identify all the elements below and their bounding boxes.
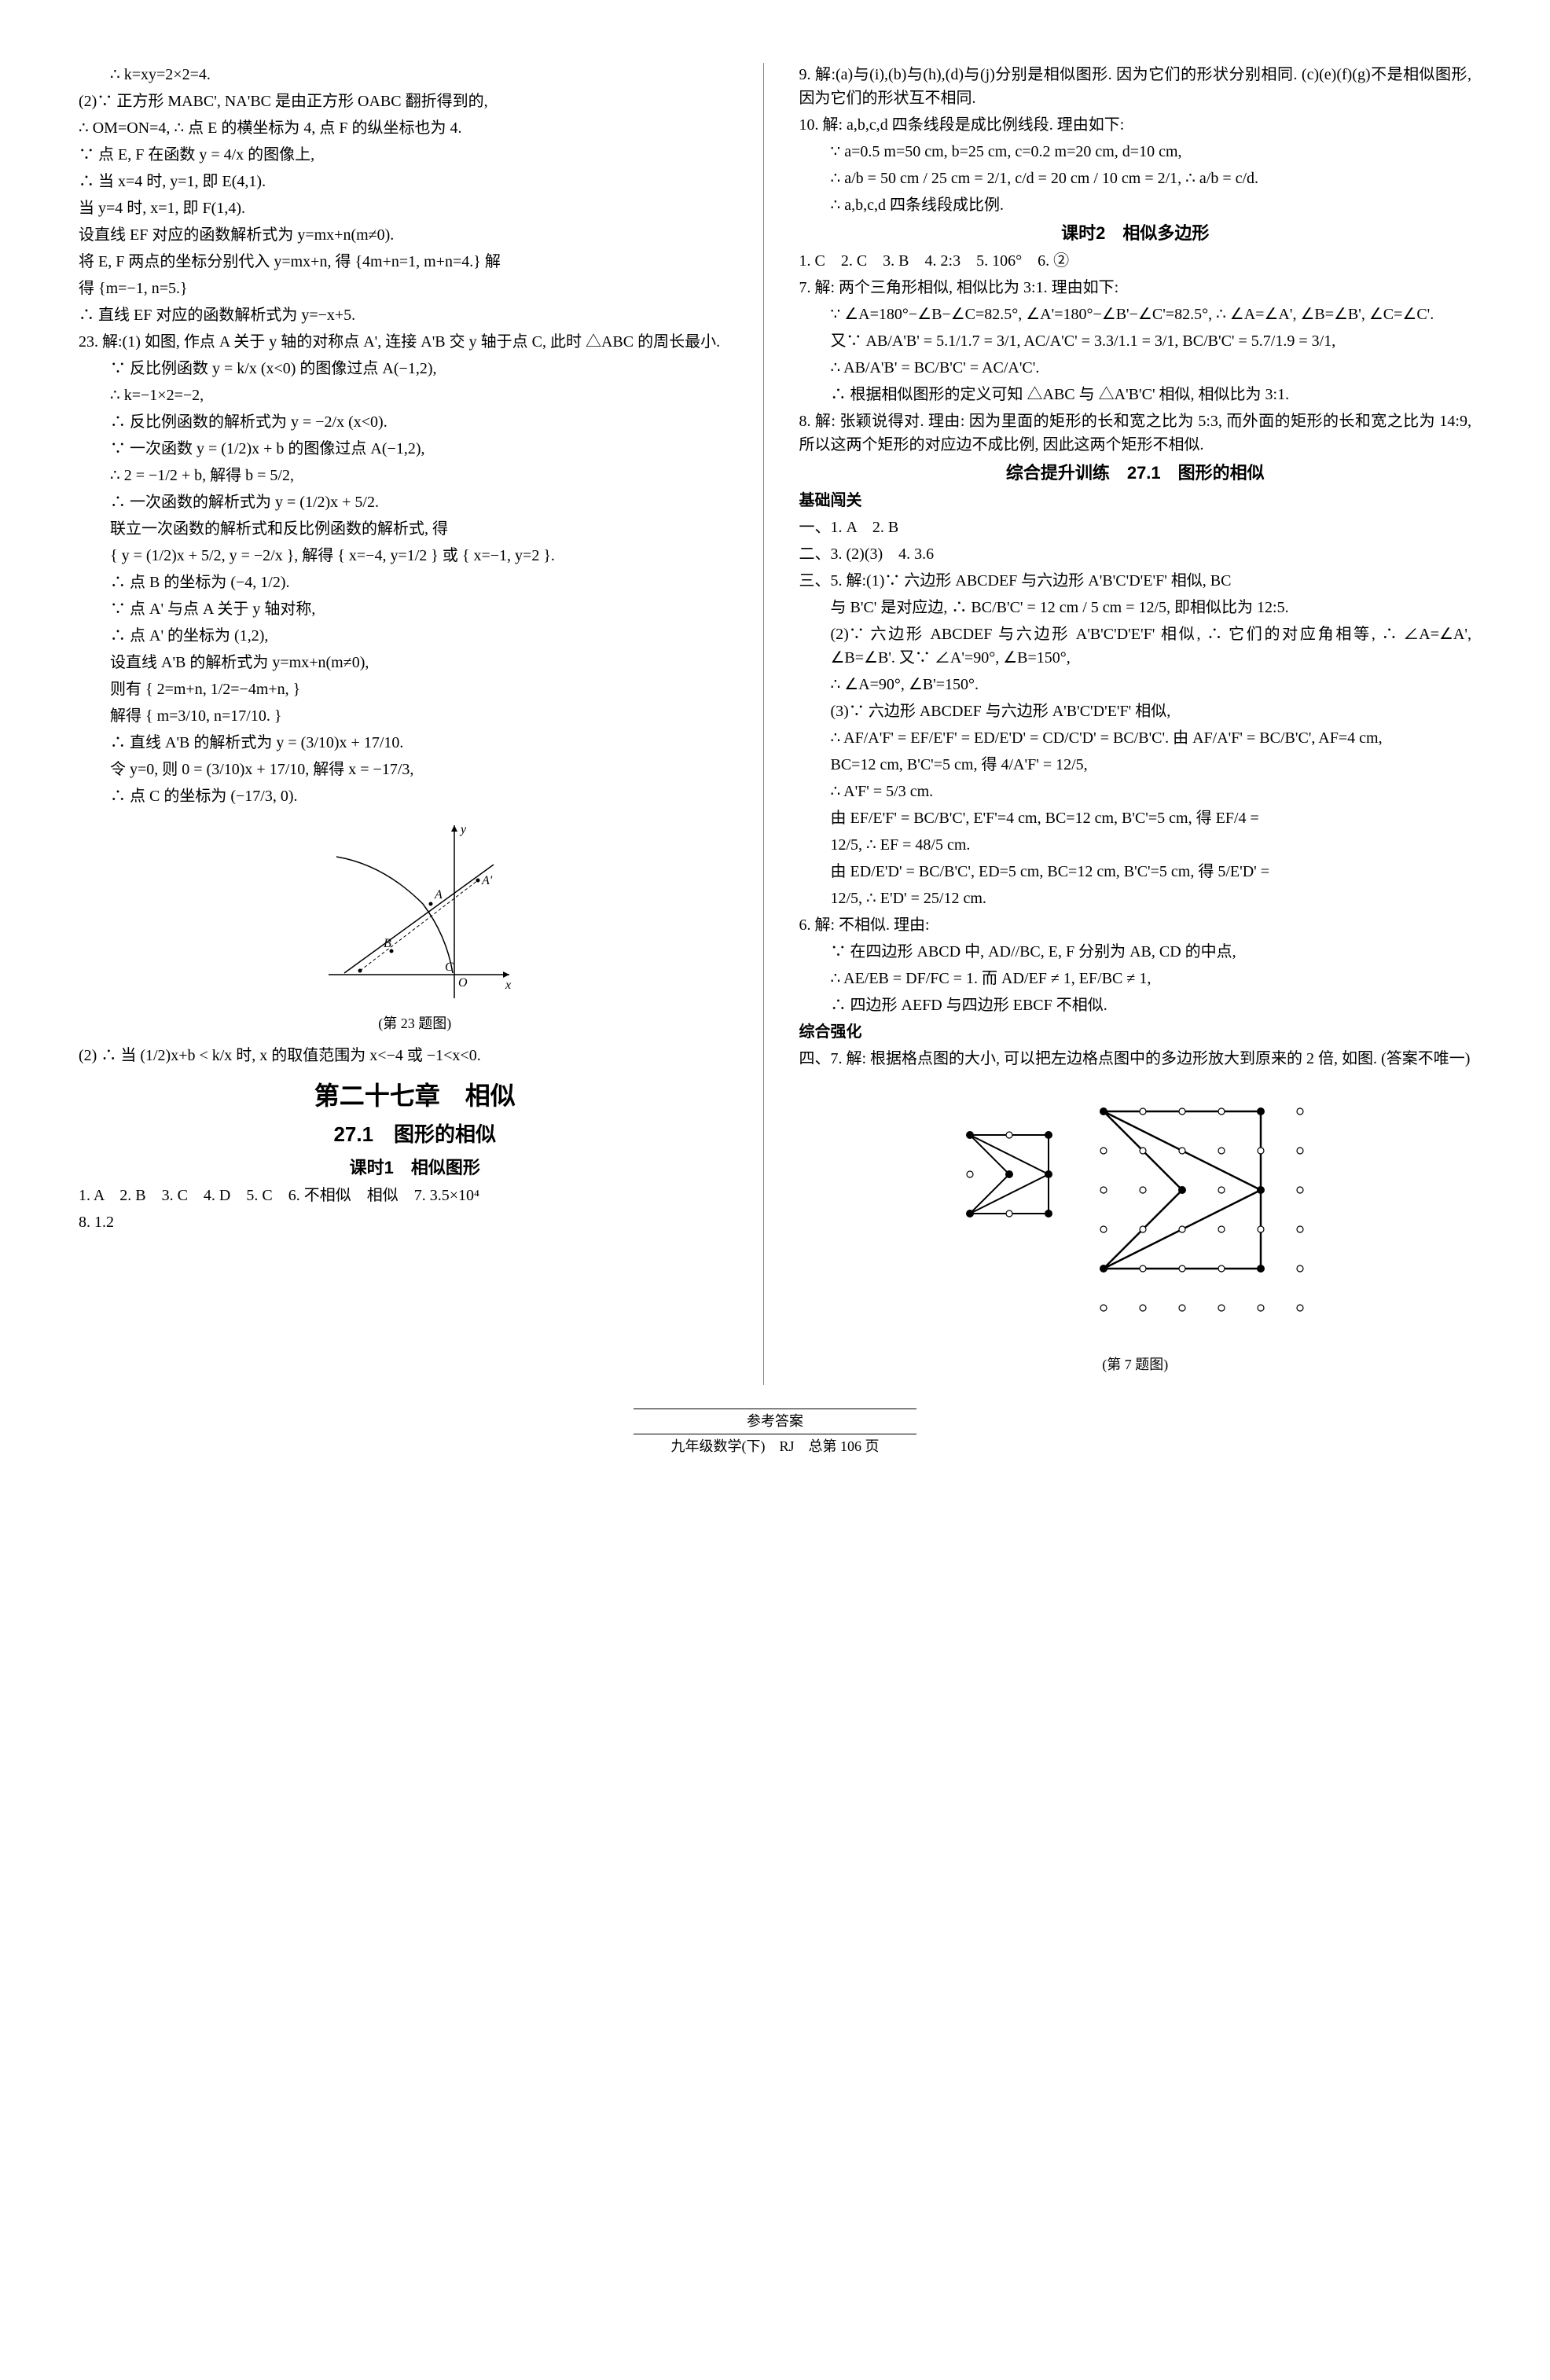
text-line: (2) ∴ 当 (1/2)x+b < k/x 时, x 的取值范围为 x<−4 … xyxy=(79,1044,751,1067)
text-line: (3)∵ 六边形 ABCDEF 与六边形 A'B'C'D'E'F' 相似, xyxy=(799,700,1472,723)
text-line: 令 y=0, 则 0 = (3/10)x + 17/10, 解得 x = −17… xyxy=(79,758,751,781)
problem-9: 9. 解:(a)与(i),(b)与(h),(d)与(j)分别是相似图形. 因为它… xyxy=(799,63,1472,110)
text-line: 又∵ AB/A'B' = 5.1/1.7 = 3/1, AC/A'C' = 3.… xyxy=(799,329,1472,353)
text-line: 12/5, ∴ EF = 48/5 cm. xyxy=(799,833,1472,857)
text-line: 12/5, ∴ E'D' = 25/12 cm. xyxy=(799,887,1472,910)
text-line: ∴ 点 C 的坐标为 (−17/3, 0). xyxy=(79,784,751,808)
sub-section-title: 课时2 相似多边形 xyxy=(799,220,1472,246)
text-line: 由 EF/E'F' = BC/B'C', E'F'=4 cm, BC=12 cm… xyxy=(799,806,1472,830)
text-line: ∴ 当 x=4 时, y=1, 即 E(4,1). xyxy=(79,170,751,193)
problem-5: 三、5. 解:(1)∵ 六边形 ABCDEF 与六边形 A'B'C'D'E'F'… xyxy=(799,569,1472,593)
text-line: 设直线 EF 对应的函数解析式为 y=mx+n(m≠0). xyxy=(79,223,751,247)
text-line: ∴ ∠A=90°, ∠B'=150°. xyxy=(799,673,1472,696)
text-line: ∴ k=−1×2=−2, xyxy=(79,384,751,407)
svg-text:A': A' xyxy=(481,874,493,887)
problem-6: 6. 解: 不相似. 理由: xyxy=(799,913,1472,937)
text-line: ∵ 在四边形 ABCD 中, AD//BC, E, F 分别为 AB, CD 的… xyxy=(799,940,1472,964)
text-line: ∴ A'F' = 5/3 cm. xyxy=(799,780,1472,803)
text-line: ∵ 反比例函数 y = k/x (x<0) 的图像过点 A(−1,2), xyxy=(79,357,751,380)
chapter-title: 第二十七章 相似 xyxy=(79,1077,751,1115)
composite-title: 综合提升训练 27.1 图形的相似 xyxy=(799,460,1472,486)
page-footer: 参考答案 九年级数学(下) RJ 总第 106 页 xyxy=(79,1409,1471,1457)
text-line: 得 {m=−1, n=5.} xyxy=(79,277,751,300)
text-line: ∴ 反比例函数的解析式为 y = −2/x (x<0). xyxy=(79,410,751,434)
text-line: ∵ 一次函数 y = (1/2)x + b 的图像过点 A(−1,2), xyxy=(79,437,751,461)
answer-line: 一、1. A 2. B xyxy=(799,516,1472,539)
text-line: ∴ AF/A'F' = EF/E'F' = ED/E'D' = CD/C'D' … xyxy=(799,726,1472,750)
text-line: (2)∵ 六边形 ABCDEF 与六边形 A'B'C'D'E'F' 相似, ∴ … xyxy=(799,623,1472,670)
text-line: ∴ 直线 A'B 的解析式为 y = (3/10)x + 17/10. xyxy=(79,731,751,755)
text-line: 将 E, F 两点的坐标分别代入 y=mx+n, 得 {4m+n=1, m+n=… xyxy=(79,250,751,274)
problem-7: 7. 解: 两个三角形相似, 相似比为 3:1. 理由如下: xyxy=(799,276,1472,299)
answer-line: 1. A 2. B 3. C 4. D 5. C 6. 不相似 相似 7. 3.… xyxy=(79,1184,751,1207)
text-line: (2)∵ 正方形 MABC', NA'BC 是由正方形 OABC 翻折得到的, xyxy=(79,90,751,113)
text-line: ∵ 点 A' 与点 A 关于 y 轴对称, xyxy=(79,597,751,621)
answer-line: 1. C 2. C 3. B 4. 2:3 5. 106° 6. ② xyxy=(799,249,1472,273)
figure-caption: (第 7 题图) xyxy=(799,1354,1472,1375)
text-line: ∴ 点 B 的坐标为 (−4, 1/2). xyxy=(79,571,751,594)
text-line: ∴ 四边形 AEFD 与四边形 EBCF 不相似. xyxy=(799,994,1472,1017)
text-line: ∴ 点 A' 的坐标为 (1,2), xyxy=(79,624,751,648)
text-line: 当 y=4 时, x=1, 即 F(1,4). xyxy=(79,196,751,220)
text-line: BC=12 cm, B'C'=5 cm, 得 4/A'F' = 12/5, xyxy=(799,753,1472,777)
text-line: 由 ED/E'D' = BC/B'C', ED=5 cm, BC=12 cm, … xyxy=(799,860,1472,883)
text-line: { y = (1/2)x + 5/2, y = −2/x }, 解得 { x=−… xyxy=(79,544,751,567)
svg-text:B: B xyxy=(384,937,391,950)
text-line: ∵ a=0.5 m=50 cm, b=25 cm, c=0.2 m=20 cm,… xyxy=(799,140,1472,163)
text-line: 则有 { 2=m+n, 1/2=−4m+n, } xyxy=(79,678,751,701)
svg-text:C: C xyxy=(445,960,454,974)
answer-line: 二、3. (2)(3) 4. 3.6 xyxy=(799,542,1472,566)
figure-23: A A' B C O x y (第 23 题图) xyxy=(79,817,751,1034)
heading-composite: 综合强化 xyxy=(799,1020,1472,1044)
text-line: 设直线 A'B 的解析式为 y=mx+n(m≠0), xyxy=(79,651,751,674)
text-line: 解得 { m=3/10, n=17/10. } xyxy=(79,704,751,728)
footer-text-1: 参考答案 xyxy=(79,1411,1471,1432)
figure-caption: (第 23 题图) xyxy=(79,1013,751,1034)
problem-10: 10. 解: a,b,c,d 四条线段是成比例线段. 理由如下: xyxy=(799,113,1472,137)
text-line: ∴ k=xy=2×2=4. xyxy=(79,63,751,86)
svg-text:A: A xyxy=(434,888,443,902)
answer-line: 8. 1.2 xyxy=(79,1210,751,1234)
svg-text:y: y xyxy=(459,823,467,836)
page-content: ∴ k=xy=2×2=4. (2)∵ 正方形 MABC', NA'BC 是由正方… xyxy=(79,63,1471,1385)
figure-7: (第 7 题图) xyxy=(799,1080,1472,1375)
problem-23: 23. 解:(1) 如图, 作点 A 关于 y 轴的对称点 A', 连接 A'B… xyxy=(79,330,751,354)
text-line: ∴ AE/EB = DF/FC = 1. 而 AD/EF ≠ 1, EF/BC … xyxy=(799,967,1472,990)
section-title: 27.1 图形的相似 xyxy=(79,1119,751,1150)
text-line: ∴ 根据相似图形的定义可知 △ABC 与 △A'B'C' 相似, 相似比为 3:… xyxy=(799,383,1472,406)
text-line: ∴ a/b = 50 cm / 25 cm = 2/1, c/d = 20 cm… xyxy=(799,167,1472,190)
text-line: ∴ a,b,c,d 四条线段成比例. xyxy=(799,193,1472,217)
svg-text:O: O xyxy=(458,976,468,990)
text-line: 联立一次函数的解析式和反比例函数的解析式, 得 xyxy=(79,517,751,541)
right-column: 9. 解:(a)与(i),(b)与(h),(d)与(j)分别是相似图形. 因为它… xyxy=(788,63,1472,1385)
text-line: ∵ ∠A=180°−∠B−∠C=82.5°, ∠A'=180°−∠B'−∠C'=… xyxy=(799,303,1472,326)
text-line: ∴ 直线 EF 对应的函数解析式为 y=−x+5. xyxy=(79,303,751,327)
problem-8: 8. 解: 张颖说得对. 理由: 因为里面的矩形的长和宽之比为 5:3, 而外面… xyxy=(799,410,1472,457)
text-line: ∴ OM=ON=4, ∴ 点 E 的横坐标为 4, 点 F 的纵坐标也为 4. xyxy=(79,116,751,140)
heading-base: 基础闯关 xyxy=(799,489,1472,512)
svg-text:x: x xyxy=(505,979,511,992)
text-line: ∴ 2 = −1/2 + b, 解得 b = 5/2, xyxy=(79,464,751,487)
sub-section-title: 课时1 相似图形 xyxy=(79,1155,751,1181)
left-column: ∴ k=xy=2×2=4. (2)∵ 正方形 MABC', NA'BC 是由正方… xyxy=(79,63,764,1385)
text-line: ∴ AB/A'B' = BC/B'C' = AC/A'C'. xyxy=(799,356,1472,380)
problem-7b: 四、7. 解: 根据格点图的大小, 可以把左边格点图中的多边形放大到原来的 2 … xyxy=(799,1047,1472,1071)
footer-text-2: 九年级数学(下) RJ 总第 106 页 xyxy=(79,1436,1471,1457)
text-line: 与 B'C' 是对应边, ∴ BC/B'C' = 12 cm / 5 cm = … xyxy=(799,596,1472,619)
text-line: ∵ 点 E, F 在函数 y = 4/x 的图像上, xyxy=(79,143,751,167)
text-line: ∴ 一次函数的解析式为 y = (1/2)x + 5/2. xyxy=(79,490,751,514)
